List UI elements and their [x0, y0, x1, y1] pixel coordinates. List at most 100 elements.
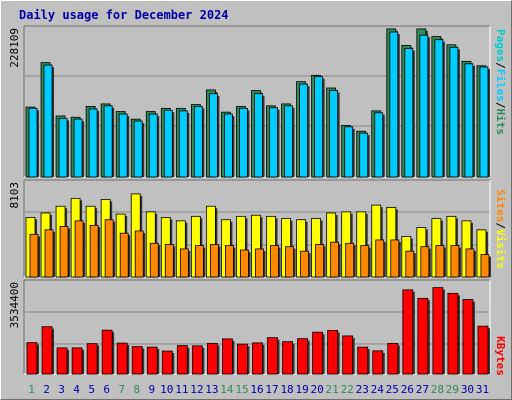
- kbytes-bar: [222, 338, 233, 375]
- legend-separator: /: [494, 62, 507, 69]
- sites-bar: [255, 248, 264, 278]
- day-label: 19: [295, 383, 308, 396]
- y-max-label: 228109: [8, 28, 21, 68]
- sites-bar: [270, 245, 279, 278]
- kbytes-bar: [116, 342, 128, 375]
- kbytes-bar: [372, 350, 384, 375]
- sites-bar: [480, 254, 490, 278]
- legend-pages: Pages: [494, 29, 507, 62]
- sites-bar: [194, 245, 204, 278]
- y-max-label: 8103: [8, 182, 21, 209]
- kbytes-bar: [297, 338, 308, 375]
- sites-bar: [390, 239, 400, 278]
- files-bar: [449, 46, 459, 178]
- kbytes-panel: 3534400 KBytes: [8, 279, 507, 376]
- day-label: 6: [103, 383, 110, 396]
- kbytes-bar: [176, 345, 188, 375]
- kbytes-bar: [477, 325, 489, 375]
- files-bar: [434, 39, 444, 178]
- files-bar: [193, 106, 203, 178]
- files-bar: [254, 93, 263, 178]
- files-bar: [133, 120, 143, 178]
- kbytes-bar: [327, 330, 339, 375]
- kbytes-bar: [432, 287, 444, 375]
- files-bar: [389, 31, 399, 178]
- day-label: 31: [476, 383, 489, 396]
- kbytes-bar: [342, 335, 354, 375]
- day-label: 25: [386, 383, 399, 396]
- files-bar: [404, 48, 414, 178]
- kbytes-bar: [101, 329, 113, 375]
- sites-bar: [315, 244, 325, 278]
- sites-bar: [300, 250, 309, 278]
- kbytes-bar: [462, 299, 474, 375]
- day-label: 4: [73, 383, 80, 396]
- sites-bar: [44, 229, 54, 278]
- files-bar: [208, 93, 218, 178]
- files-bar: [269, 107, 278, 178]
- sites-bar: [405, 250, 415, 278]
- kbytes-bar: [41, 326, 53, 375]
- kbytes-bar: [417, 297, 429, 375]
- files-bar: [359, 132, 369, 178]
- sites-bar: [360, 245, 370, 278]
- sites-bar: [59, 226, 69, 278]
- sites-bar: [29, 233, 39, 278]
- files-bar: [163, 109, 173, 178]
- series-legend: Pages/Files/Hits: [494, 29, 507, 135]
- files-bar: [329, 90, 339, 178]
- sites-bar: [435, 245, 445, 278]
- kbytes-bar: [56, 347, 68, 375]
- sites-bar: [209, 244, 219, 278]
- day-label: 26: [401, 383, 414, 396]
- sites-bar: [465, 248, 475, 278]
- files-bar: [103, 105, 113, 178]
- kbytes-bar: [252, 342, 263, 375]
- files-bar: [224, 113, 233, 178]
- files-bar: [239, 107, 248, 178]
- day-label: 12: [190, 383, 203, 396]
- kbytes-bar: [402, 289, 414, 375]
- sites-bar: [134, 230, 144, 278]
- files-bar: [284, 105, 293, 178]
- day-label: 29: [446, 383, 459, 396]
- sites-bar: [420, 246, 430, 278]
- sites-bar: [225, 245, 234, 278]
- files-bar: [118, 113, 128, 178]
- sites-bar: [330, 241, 340, 278]
- kbytes-bar: [131, 346, 143, 375]
- legend-kbytes: KBytes: [494, 336, 507, 376]
- chart-title: Daily usage for December 2024: [19, 8, 229, 22]
- kbytes-bar: [71, 347, 83, 375]
- files-bar: [344, 126, 354, 178]
- kbytes-bar: [161, 350, 173, 375]
- kbytes-bar: [357, 346, 369, 375]
- legend-separator: /: [494, 222, 507, 229]
- legend-hits: Hits: [494, 109, 507, 136]
- day-label: 27: [416, 383, 429, 396]
- day-label: 2: [43, 383, 50, 396]
- kbytes-bar: [26, 342, 38, 375]
- files-bar: [73, 118, 83, 178]
- files-bar: [314, 76, 324, 178]
- kbytes-bar: [387, 342, 399, 375]
- sites-bar: [450, 245, 460, 278]
- files-bar: [374, 112, 384, 178]
- files-bar: [58, 118, 68, 178]
- day-label: 16: [250, 383, 263, 396]
- files-bar: [178, 110, 188, 178]
- kbytes-bar: [191, 345, 203, 375]
- day-label: 14: [220, 383, 234, 396]
- day-label: 17: [265, 383, 278, 396]
- day-label: 28: [431, 383, 444, 396]
- sites-bar: [240, 249, 249, 278]
- day-label: 8: [133, 383, 140, 396]
- legend-visits: Visits: [494, 229, 507, 269]
- sites-bar: [74, 220, 84, 278]
- day-label: 22: [341, 383, 354, 396]
- sites-bar: [119, 232, 129, 278]
- legend-separator: /: [494, 102, 507, 109]
- files-bar: [299, 83, 308, 178]
- sites-bar: [149, 242, 159, 278]
